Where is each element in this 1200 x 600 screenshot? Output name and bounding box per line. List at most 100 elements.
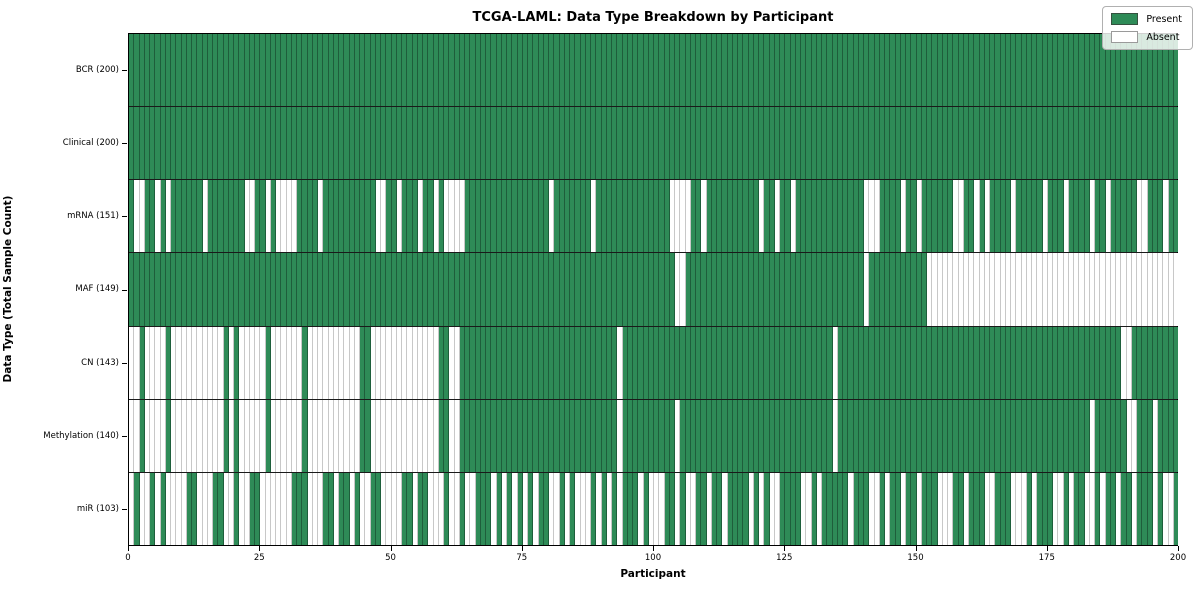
y-tick-mark [122, 216, 127, 218]
heatmap-cell [759, 399, 765, 472]
heatmap-cell [1116, 399, 1122, 472]
heatmap-cell [223, 399, 229, 472]
heatmap-cell [407, 399, 413, 472]
heatmap-cell [948, 34, 954, 107]
heatmap-cell [1147, 107, 1153, 180]
heatmap-cell [223, 180, 229, 253]
heatmap-cell [1000, 326, 1006, 399]
heatmap-cell [927, 253, 933, 326]
heatmap-cell [543, 326, 549, 399]
heatmap-cell [318, 326, 324, 399]
heatmap-cell [139, 253, 145, 326]
heatmap-cell [139, 107, 145, 180]
heatmap-cell [832, 253, 838, 326]
heatmap-cell [349, 107, 355, 180]
heatmap-cell [816, 253, 822, 326]
heatmap-cell [906, 253, 912, 326]
heatmap-cell [470, 34, 476, 107]
heatmap-cell [801, 326, 807, 399]
heatmap-cell [144, 180, 150, 253]
heatmap-cell [349, 472, 355, 545]
heatmap-cell [942, 326, 948, 399]
heatmap-cell [218, 34, 224, 107]
heatmap-cell [276, 253, 282, 326]
heatmap-cell [1116, 107, 1122, 180]
heatmap-cell [349, 253, 355, 326]
heatmap-cell [192, 34, 198, 107]
heatmap-cell [160, 399, 166, 472]
heatmap-cell [591, 180, 597, 253]
heatmap-cell [402, 399, 408, 472]
heatmap-cell [1089, 253, 1095, 326]
heatmap-cell [291, 399, 297, 472]
heatmap-cell [732, 180, 738, 253]
heatmap-cell [454, 399, 460, 472]
heatmap-cell [512, 253, 518, 326]
heatmap-cell [144, 472, 150, 545]
heatmap-cell [921, 34, 927, 107]
heatmap-cell [612, 107, 618, 180]
heatmap-cell [197, 107, 203, 180]
heatmap-cell [622, 107, 628, 180]
heatmap-cell [533, 472, 539, 545]
heatmap-cell [171, 399, 177, 472]
heatmap-cell [549, 34, 555, 107]
heatmap-cell [228, 399, 234, 472]
y-tick-mark [122, 436, 127, 438]
heatmap-cell [979, 472, 985, 545]
heatmap-cell [538, 472, 544, 545]
heatmap-cell [711, 107, 717, 180]
heatmap-cell [743, 34, 749, 107]
heatmap-cell [171, 253, 177, 326]
heatmap-cell [795, 472, 801, 545]
heatmap-cell [465, 34, 471, 107]
heatmap-cell [265, 472, 271, 545]
heatmap-cell [522, 326, 528, 399]
heatmap-cell [780, 107, 786, 180]
heatmap-cell [811, 34, 817, 107]
heatmap-cell [633, 399, 639, 472]
heatmap-cell [449, 180, 455, 253]
heatmap-cell [753, 34, 759, 107]
heatmap-cell [134, 180, 140, 253]
heatmap-cell [869, 399, 875, 472]
heatmap-cell [853, 399, 859, 472]
heatmap-cell [522, 107, 528, 180]
heatmap-cell [1026, 107, 1032, 180]
heatmap-cell [428, 253, 434, 326]
heatmap-cell [1100, 472, 1106, 545]
heatmap-cell [365, 399, 371, 472]
heatmap-cell [780, 472, 786, 545]
heatmap-cell [507, 107, 513, 180]
heatmap-cell [822, 326, 828, 399]
heatmap-cell [853, 180, 859, 253]
heatmap-cell [1095, 253, 1101, 326]
heatmap-cell [517, 253, 523, 326]
heatmap-cell [1047, 107, 1053, 180]
x-tick-mark [1178, 546, 1179, 551]
heatmap-cell [365, 107, 371, 180]
heatmap-cell [165, 34, 171, 107]
heatmap-cell [249, 180, 255, 253]
heatmap-cell [228, 253, 234, 326]
heatmap-cell [1063, 34, 1069, 107]
heatmap-cell [927, 399, 933, 472]
heatmap-cell [596, 34, 602, 107]
heatmap-cell [181, 326, 187, 399]
heatmap-cell [318, 107, 324, 180]
heatmap-cell [171, 107, 177, 180]
heatmap-cell [601, 107, 607, 180]
heatmap-cell [916, 107, 922, 180]
heatmap-cell [774, 107, 780, 180]
heatmap-cell [318, 180, 324, 253]
heatmap-cell [963, 326, 969, 399]
heatmap-cell [265, 253, 271, 326]
heatmap-cell [276, 180, 282, 253]
heatmap-cell [1047, 399, 1053, 472]
heatmap-cell [155, 180, 161, 253]
heatmap-cell [627, 253, 633, 326]
heatmap-cell [627, 107, 633, 180]
heatmap-cell [360, 180, 366, 253]
heatmap-cell [638, 180, 644, 253]
heatmap-cell [328, 107, 334, 180]
